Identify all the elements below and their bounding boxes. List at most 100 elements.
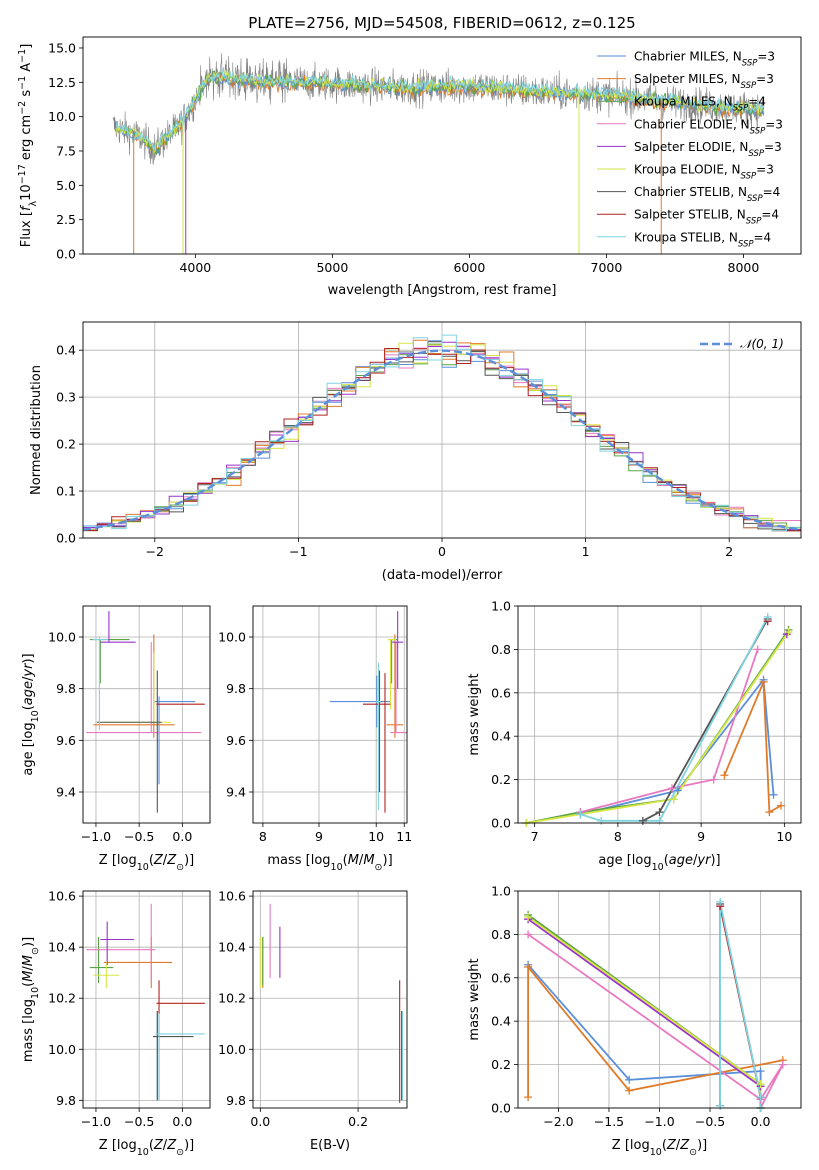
- age_vs_Z-ytick-label: 9.8: [56, 681, 76, 696]
- massweight-point-marker: [576, 810, 585, 819]
- massweight_vs_Z-xtick-label: −1.0: [644, 1114, 674, 1129]
- massweight-point-marker: [524, 1093, 533, 1102]
- massweight_vs_age-xlabel: age [log10(age/yr)]: [598, 853, 720, 873]
- massweight_vs_Z-xtick-label: −1.5: [594, 1114, 624, 1129]
- massweight-series-line: [527, 918, 762, 1088]
- age_vs_Z-panel: −1.0 −0.5 0.0 9.4 9.6 9.8 10.0 Z [log10(Z/Z⊙)] a…: [21, 605, 211, 873]
- massweight-point-marker: [655, 808, 664, 817]
- massweight-point-marker: [716, 1101, 725, 1110]
- mass_vs_Z-xtick-label: −0.5: [124, 1114, 154, 1129]
- age_vs_mass-ytick-label: 9.8: [226, 681, 246, 696]
- spectrum-xtick-label: 7000: [591, 260, 623, 275]
- residuals-ytick-label: 0.2: [56, 437, 76, 452]
- mass_vs_Z-xtick-label: 0.0: [172, 1114, 192, 1129]
- massweight_vs_age-frame: [517, 605, 802, 824]
- massweight-point-marker: [778, 1060, 787, 1069]
- massweight_vs_Z-plot-area: [518, 891, 801, 1108]
- massweight_vs_Z-xtick-label: −0.5: [695, 1114, 725, 1129]
- massweight_vs_age-xtick-label: 10: [776, 829, 792, 844]
- spectrum-plot-area: [112, 53, 765, 254]
- spectrum-model-line: [131, 71, 765, 153]
- spectrum-xtick-label: 8000: [728, 260, 760, 275]
- massweight_vs_age-panel: 7 8 9 10 0.0 0.2 0.4 0.6 0.8 1.0 age [log10(age/yr…: [467, 599, 802, 873]
- massweight-point-marker: [756, 1093, 765, 1102]
- spectrum-frame: [82, 36, 802, 255]
- age_vs_Z-xtick-label: −1.0: [81, 829, 111, 844]
- massweight_vs_age-xtick-label: 7: [531, 829, 539, 844]
- massweight-point-marker: [765, 808, 774, 817]
- age_vs_Z-ylabel: age [log10(age/yr)]: [21, 653, 41, 775]
- age_vs_mass-xtick-label: 11: [396, 829, 412, 844]
- spectrum-panel: 4000 5000 6000 7000 8000 0.0 2.5 5.0 7.5 10.0 12.5…: [17, 14, 802, 298]
- residuals-xtick-label: 1: [582, 544, 590, 559]
- massweight-series-line: [580, 677, 775, 816]
- mass_vs_ebv-ytick-label: 10.4: [218, 940, 246, 955]
- massweight-series-line: [580, 649, 759, 813]
- legend-entry: Salpeter MILES, NSSP=3: [634, 72, 774, 91]
- spectrum-xtick-label: 5000: [316, 260, 348, 275]
- legend-entry: Kroupa STELIB, NSSP=4: [634, 230, 771, 249]
- age_vs_mass-frame: [252, 605, 408, 824]
- spectrum-ytick-label: 2.5: [56, 212, 76, 227]
- massweight_vs_age-ylabel: mass weight: [467, 673, 482, 755]
- massweight-point-marker: [777, 801, 786, 810]
- legend-entry: Chabrier STELIB, NSSP=4: [634, 185, 780, 204]
- legend-entry: Chabrier ELODIE, NSSP=3: [634, 117, 783, 136]
- massweight_vs_Z-ytick-label: 0.4: [491, 1014, 511, 1029]
- massweight_vs_age-xtick-label: 8: [614, 829, 622, 844]
- massweight-point-marker: [524, 962, 533, 971]
- residuals-ytick-label: 0.3: [56, 390, 76, 405]
- massweight_vs_Z-frame: [517, 890, 802, 1109]
- massweight_vs_age-plot-area: [518, 606, 801, 823]
- massweight-series-line: [580, 616, 769, 822]
- spectrum-ytick-label: 7.5: [56, 143, 76, 158]
- mass_vs_Z-ytick-label: 9.8: [56, 1093, 76, 1108]
- massweight_vs_age-ytick-label: 0.8: [491, 642, 511, 657]
- spectrum-xtick-label: 6000: [453, 260, 485, 275]
- spectrum-ytick-label: 10.0: [48, 109, 76, 124]
- massweight-point-marker: [597, 816, 606, 825]
- massweight_vs_Z-ytick-label: 0.0: [491, 1101, 511, 1116]
- spectrum-ylabel: Flux [fλ10−17 erg cm−2 s−1 A−1]: [17, 44, 39, 248]
- residuals-ytick-label: 0.4: [56, 343, 76, 358]
- residuals-frame: [82, 321, 802, 539]
- massweight-series-line: [526, 629, 790, 823]
- legend-entry: Salpeter STELIB, NSSP=4: [634, 208, 779, 227]
- spectrum-ytick-label: 12.5: [48, 75, 76, 90]
- spectrum-title: PLATE=2756, MJD=54508, FIBERID=0612, z=0…: [248, 14, 635, 32]
- massweight-point-marker: [784, 628, 793, 637]
- mass_vs_ebv-frame: [252, 890, 408, 1109]
- massweight-point-marker: [769, 790, 778, 799]
- mass_vs_Z-ylabel: mass [log10(M/M⊙)]: [21, 937, 41, 1062]
- mass_vs_Z-ytick-label: 10.6: [48, 889, 76, 904]
- age_vs_mass-ytick-label: 9.6: [226, 733, 246, 748]
- normal-legend-label: 𝒩(0, 1): [740, 337, 784, 351]
- massweight_vs_Z-ytick-label: 0.2: [491, 1057, 511, 1072]
- age_vs_mass-panel: 8 9 10 11 9.4 9.6 9.8 10.0 mass [log10(M/M⊙)]: [218, 605, 412, 873]
- mass_vs_ebv-panel: 0.0 0.2 9.8 10.0 10.2 10.4 10.6 E(B-V): [218, 889, 408, 1153]
- massweight_vs_age-ytick-label: 0.0: [491, 816, 511, 831]
- massweight-series-line: [723, 681, 782, 814]
- massweight_vs_Z-xtick-label: −2.0: [543, 1114, 573, 1129]
- massweight-point-marker: [753, 645, 762, 654]
- mass_vs_Z-frame: [82, 890, 211, 1109]
- spectrum-ytick-label: 5.0: [56, 178, 76, 193]
- age_vs_Z-ytick-label: 9.6: [56, 733, 76, 748]
- legend-entry: Chabrier MILES, NSSP=3: [634, 50, 775, 69]
- residuals-ytick-label: 0.1: [56, 484, 76, 499]
- massweight-point-marker: [709, 775, 718, 784]
- residual-histogram: [83, 334, 801, 532]
- massweight-point-marker: [667, 784, 676, 793]
- mass_vs_ebv-xtick-label: 0.0: [250, 1114, 270, 1129]
- age_vs_mass-plot-area: [253, 606, 407, 823]
- massweight_vs_age-ytick-label: 0.2: [491, 772, 511, 787]
- residuals-panel: −2 −1 0 1 2 0.0 0.1 0.2 0.3 0.4 𝒩(0, 1) (data-model…: [29, 321, 802, 583]
- mass_vs_Z-xlabel: Z [log10(Z/Z⊙)]: [99, 1138, 194, 1158]
- mass_vs_ebv-ytick-label: 10.6: [218, 889, 246, 904]
- mass_vs_Z-ytick-label: 10.4: [48, 940, 76, 955]
- legend-entry: Kroupa ELODIE, NSSP=3: [634, 163, 774, 182]
- age_vs_Z-plot-area: [83, 606, 210, 823]
- mass_vs_Z-ytick-label: 10.2: [48, 991, 76, 1006]
- age_vs_mass-xlabel: mass [log10(M/M⊙)]: [267, 853, 392, 873]
